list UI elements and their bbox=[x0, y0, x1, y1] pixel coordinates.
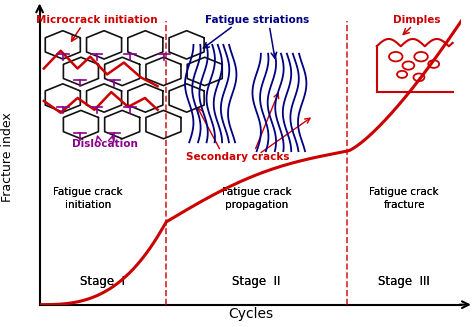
Text: Fracture index: Fracture index bbox=[1, 112, 15, 202]
Text: Fatigue crack
initiation: Fatigue crack initiation bbox=[53, 187, 123, 210]
Text: Secondary cracks: Secondary cracks bbox=[186, 152, 290, 162]
Text: Stage  I: Stage I bbox=[80, 275, 125, 287]
Text: Fatigue crack
initiation: Fatigue crack initiation bbox=[53, 187, 123, 210]
Text: Dimples: Dimples bbox=[393, 15, 441, 25]
Text: Fatigue crack
fracture: Fatigue crack fracture bbox=[369, 187, 439, 210]
Text: Stage  I: Stage I bbox=[80, 275, 125, 287]
Text: Stage  II: Stage II bbox=[232, 275, 281, 287]
Text: Fatigue crack
fracture: Fatigue crack fracture bbox=[369, 187, 439, 210]
Text: Stage  III: Stage III bbox=[378, 275, 430, 287]
Text: Microcrack initiation: Microcrack initiation bbox=[36, 15, 157, 25]
X-axis label: Cycles: Cycles bbox=[228, 307, 273, 321]
Text: Stage  III: Stage III bbox=[378, 275, 430, 287]
Text: Fatigue crack
propagation: Fatigue crack propagation bbox=[222, 187, 292, 210]
Text: Dislocation: Dislocation bbox=[72, 139, 138, 149]
Text: Stage  II: Stage II bbox=[232, 275, 281, 287]
Text: Fatigue crack
propagation: Fatigue crack propagation bbox=[222, 187, 292, 210]
Text: Fatigue striations: Fatigue striations bbox=[205, 15, 309, 25]
